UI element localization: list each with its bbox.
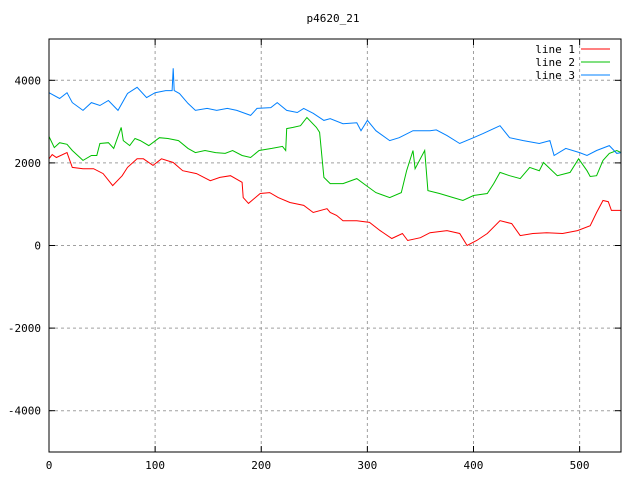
x-tick-label: 0 [46, 459, 53, 472]
y-tick-label: -4000 [8, 405, 41, 418]
series-line-1 [48, 151, 621, 247]
series-lines [48, 68, 622, 247]
axis-ticks: 0 100 200 300 400 500 -4000 -2000 0 2000 4000 [8, 39, 621, 472]
x-tick-label: 500 [570, 459, 590, 472]
x-tick-label: 100 [145, 459, 165, 472]
x-tick-label: 400 [464, 459, 484, 472]
legend-label: line 1 [535, 43, 575, 56]
series-line-2 [48, 116, 622, 202]
grid [49, 39, 621, 452]
plot-border [48, 38, 622, 453]
x-tick-label: 300 [357, 459, 377, 472]
y-tick-label: 0 [34, 240, 41, 253]
x-tick-label: 200 [251, 459, 271, 472]
chart-title: p4620_21 [307, 12, 360, 25]
legend-label: line 2 [535, 56, 575, 69]
legend-label: line 3 [535, 69, 575, 82]
series-line-3 [48, 68, 622, 157]
y-tick-label: 2000 [15, 157, 42, 170]
y-tick-label: -2000 [8, 322, 41, 335]
y-tick-label: 4000 [15, 74, 42, 87]
